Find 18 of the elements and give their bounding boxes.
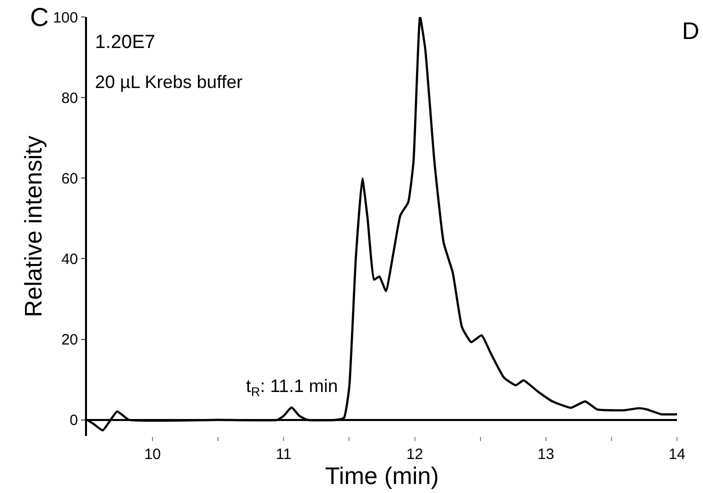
annotation: 20 µL Krebs buffer — [95, 72, 242, 92]
x-tick-label: 12 — [406, 446, 424, 463]
text: D — [682, 18, 700, 45]
x-tick-label: 11 — [276, 446, 292, 463]
x-tick-label: 13 — [538, 446, 554, 463]
x-axis-title: Time (min) — [325, 463, 439, 490]
y-tick-label: 0 — [70, 412, 78, 430]
x-tick-label: 14 — [668, 446, 686, 463]
y-tick-label: 60 — [61, 170, 78, 188]
y-axis-title: Relative intensity — [20, 136, 48, 318]
y-tick-label: 100 — [52, 9, 78, 26]
y-tick-label: 80 — [61, 90, 78, 107]
y-tick-label: 40 — [61, 250, 78, 268]
annotation: t$_{R}$: 11.1 min — [246, 376, 338, 399]
y-tick-label: 20 — [61, 332, 78, 349]
text: C — [30, 2, 49, 32]
annotation: 1.20E7 — [95, 32, 156, 53]
x-tick-label: 10 — [144, 446, 161, 463]
